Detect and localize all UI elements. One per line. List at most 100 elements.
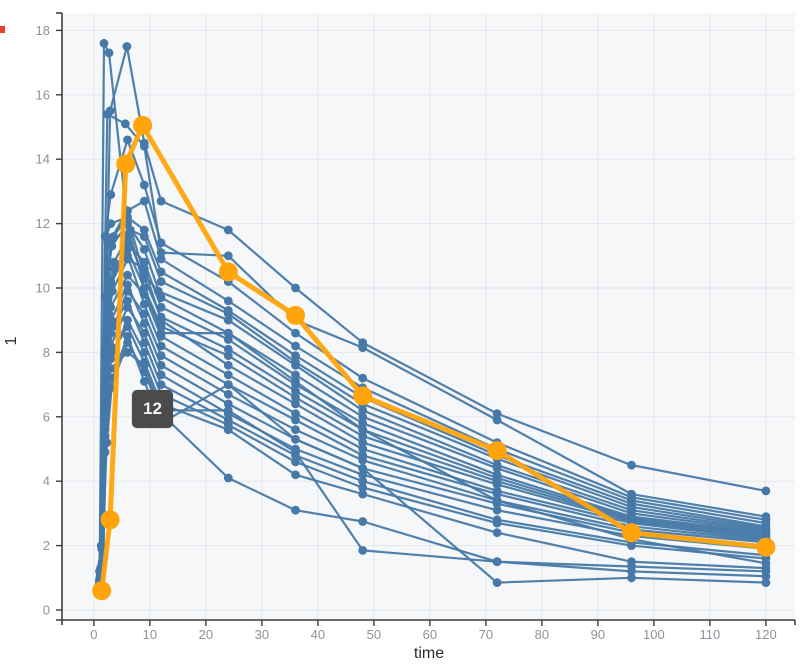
data-point[interactable]	[223, 389, 233, 399]
data-point[interactable]	[358, 412, 368, 422]
data-point[interactable]	[223, 309, 233, 319]
data-point[interactable]	[492, 489, 502, 499]
data-point[interactable]	[492, 518, 502, 528]
data-point[interactable]	[358, 455, 368, 465]
data-point[interactable]	[358, 463, 368, 473]
data-point[interactable]	[109, 257, 119, 267]
data-point[interactable]	[139, 141, 149, 151]
data-point[interactable]	[291, 457, 300, 467]
data-point[interactable]	[139, 232, 149, 241]
data-point[interactable]	[123, 232, 132, 241]
highlighted-data-point[interactable]	[622, 523, 641, 543]
data-point[interactable]	[223, 328, 233, 338]
data-point[interactable]	[223, 225, 233, 235]
data-point[interactable]	[358, 470, 368, 480]
data-point[interactable]	[101, 232, 111, 241]
data-point[interactable]	[223, 344, 233, 354]
data-point[interactable]	[223, 473, 233, 483]
data-point[interactable]	[761, 567, 771, 576]
data-point[interactable]	[492, 463, 502, 473]
series-line[interactable]	[100, 138, 768, 550]
highlighted-data-point[interactable]	[487, 441, 507, 461]
data-point[interactable]	[156, 238, 166, 248]
data-point[interactable]	[223, 406, 233, 415]
data-point[interactable]	[358, 373, 368, 383]
highlighted-data-point[interactable]	[353, 386, 373, 406]
data-point[interactable]	[492, 409, 502, 418]
data-point[interactable]	[106, 364, 116, 373]
data-point[interactable]	[123, 270, 132, 280]
data-point[interactable]	[139, 299, 149, 309]
data-point[interactable]	[358, 418, 368, 428]
data-point[interactable]	[492, 578, 502, 587]
data-point[interactable]	[358, 444, 368, 454]
data-point[interactable]	[223, 251, 233, 261]
series-line[interactable]	[98, 248, 768, 584]
data-point[interactable]	[358, 476, 368, 486]
data-point[interactable]	[139, 257, 149, 267]
data-point[interactable]	[627, 541, 636, 550]
data-point[interactable]	[123, 135, 132, 145]
data-point[interactable]	[108, 322, 118, 331]
highlighted-data-point[interactable]	[756, 537, 776, 557]
data-point[interactable]	[291, 425, 300, 435]
data-point[interactable]	[123, 251, 132, 261]
data-point[interactable]	[156, 254, 166, 264]
data-point[interactable]	[156, 196, 166, 206]
data-point[interactable]	[492, 505, 502, 515]
data-point[interactable]	[106, 190, 116, 200]
data-point[interactable]	[120, 119, 130, 129]
data-point[interactable]	[492, 480, 502, 489]
data-point[interactable]	[291, 360, 300, 370]
data-point[interactable]	[107, 241, 117, 251]
data-point[interactable]	[122, 42, 132, 51]
data-point[interactable]	[123, 296, 132, 306]
data-point[interactable]	[291, 283, 300, 293]
data-point[interactable]	[139, 360, 149, 370]
data-point[interactable]	[223, 425, 233, 435]
data-point[interactable]	[492, 415, 502, 425]
data-point[interactable]	[358, 546, 368, 555]
highlighted-data-point[interactable]	[100, 510, 120, 530]
data-point[interactable]	[291, 505, 300, 515]
data-point[interactable]	[358, 406, 368, 415]
data-point[interactable]	[291, 351, 300, 360]
series-line[interactable]	[102, 254, 768, 557]
data-point[interactable]	[223, 296, 233, 306]
data-point[interactable]	[291, 447, 300, 457]
data-point[interactable]	[291, 386, 300, 396]
data-point[interactable]	[99, 38, 109, 48]
data-point[interactable]	[291, 399, 300, 409]
data-point[interactable]	[123, 245, 132, 254]
data-point[interactable]	[156, 277, 166, 286]
data-point[interactable]	[123, 348, 132, 357]
highlighted-data-point[interactable]	[116, 154, 136, 174]
data-point[interactable]	[139, 225, 149, 235]
data-point[interactable]	[139, 196, 149, 206]
highlighted-data-point[interactable]	[92, 581, 112, 601]
data-point[interactable]	[123, 322, 132, 331]
series-line[interactable]	[98, 351, 768, 586]
highlighted-data-point[interactable]	[218, 262, 238, 282]
data-point[interactable]	[102, 109, 112, 119]
data-point[interactable]	[100, 431, 110, 441]
data-point[interactable]	[106, 219, 116, 229]
data-point[interactable]	[110, 264, 119, 274]
data-point[interactable]	[492, 557, 502, 567]
data-point[interactable]	[627, 562, 636, 571]
data-point[interactable]	[358, 425, 368, 435]
highlighted-data-point[interactable]	[133, 115, 153, 135]
highlighted-series-line[interactable]	[99, 122, 769, 594]
data-point[interactable]	[123, 280, 132, 290]
series-line[interactable]	[100, 299, 768, 567]
data-point[interactable]	[223, 399, 233, 409]
highlighted-data-point[interactable]	[286, 305, 305, 325]
data-point[interactable]	[291, 380, 300, 389]
data-point[interactable]	[291, 415, 300, 425]
data-point[interactable]	[139, 338, 149, 348]
data-point[interactable]	[104, 48, 114, 58]
data-point[interactable]	[291, 328, 300, 338]
data-point[interactable]	[223, 370, 233, 380]
data-point[interactable]	[358, 483, 368, 492]
data-point[interactable]	[123, 331, 132, 341]
